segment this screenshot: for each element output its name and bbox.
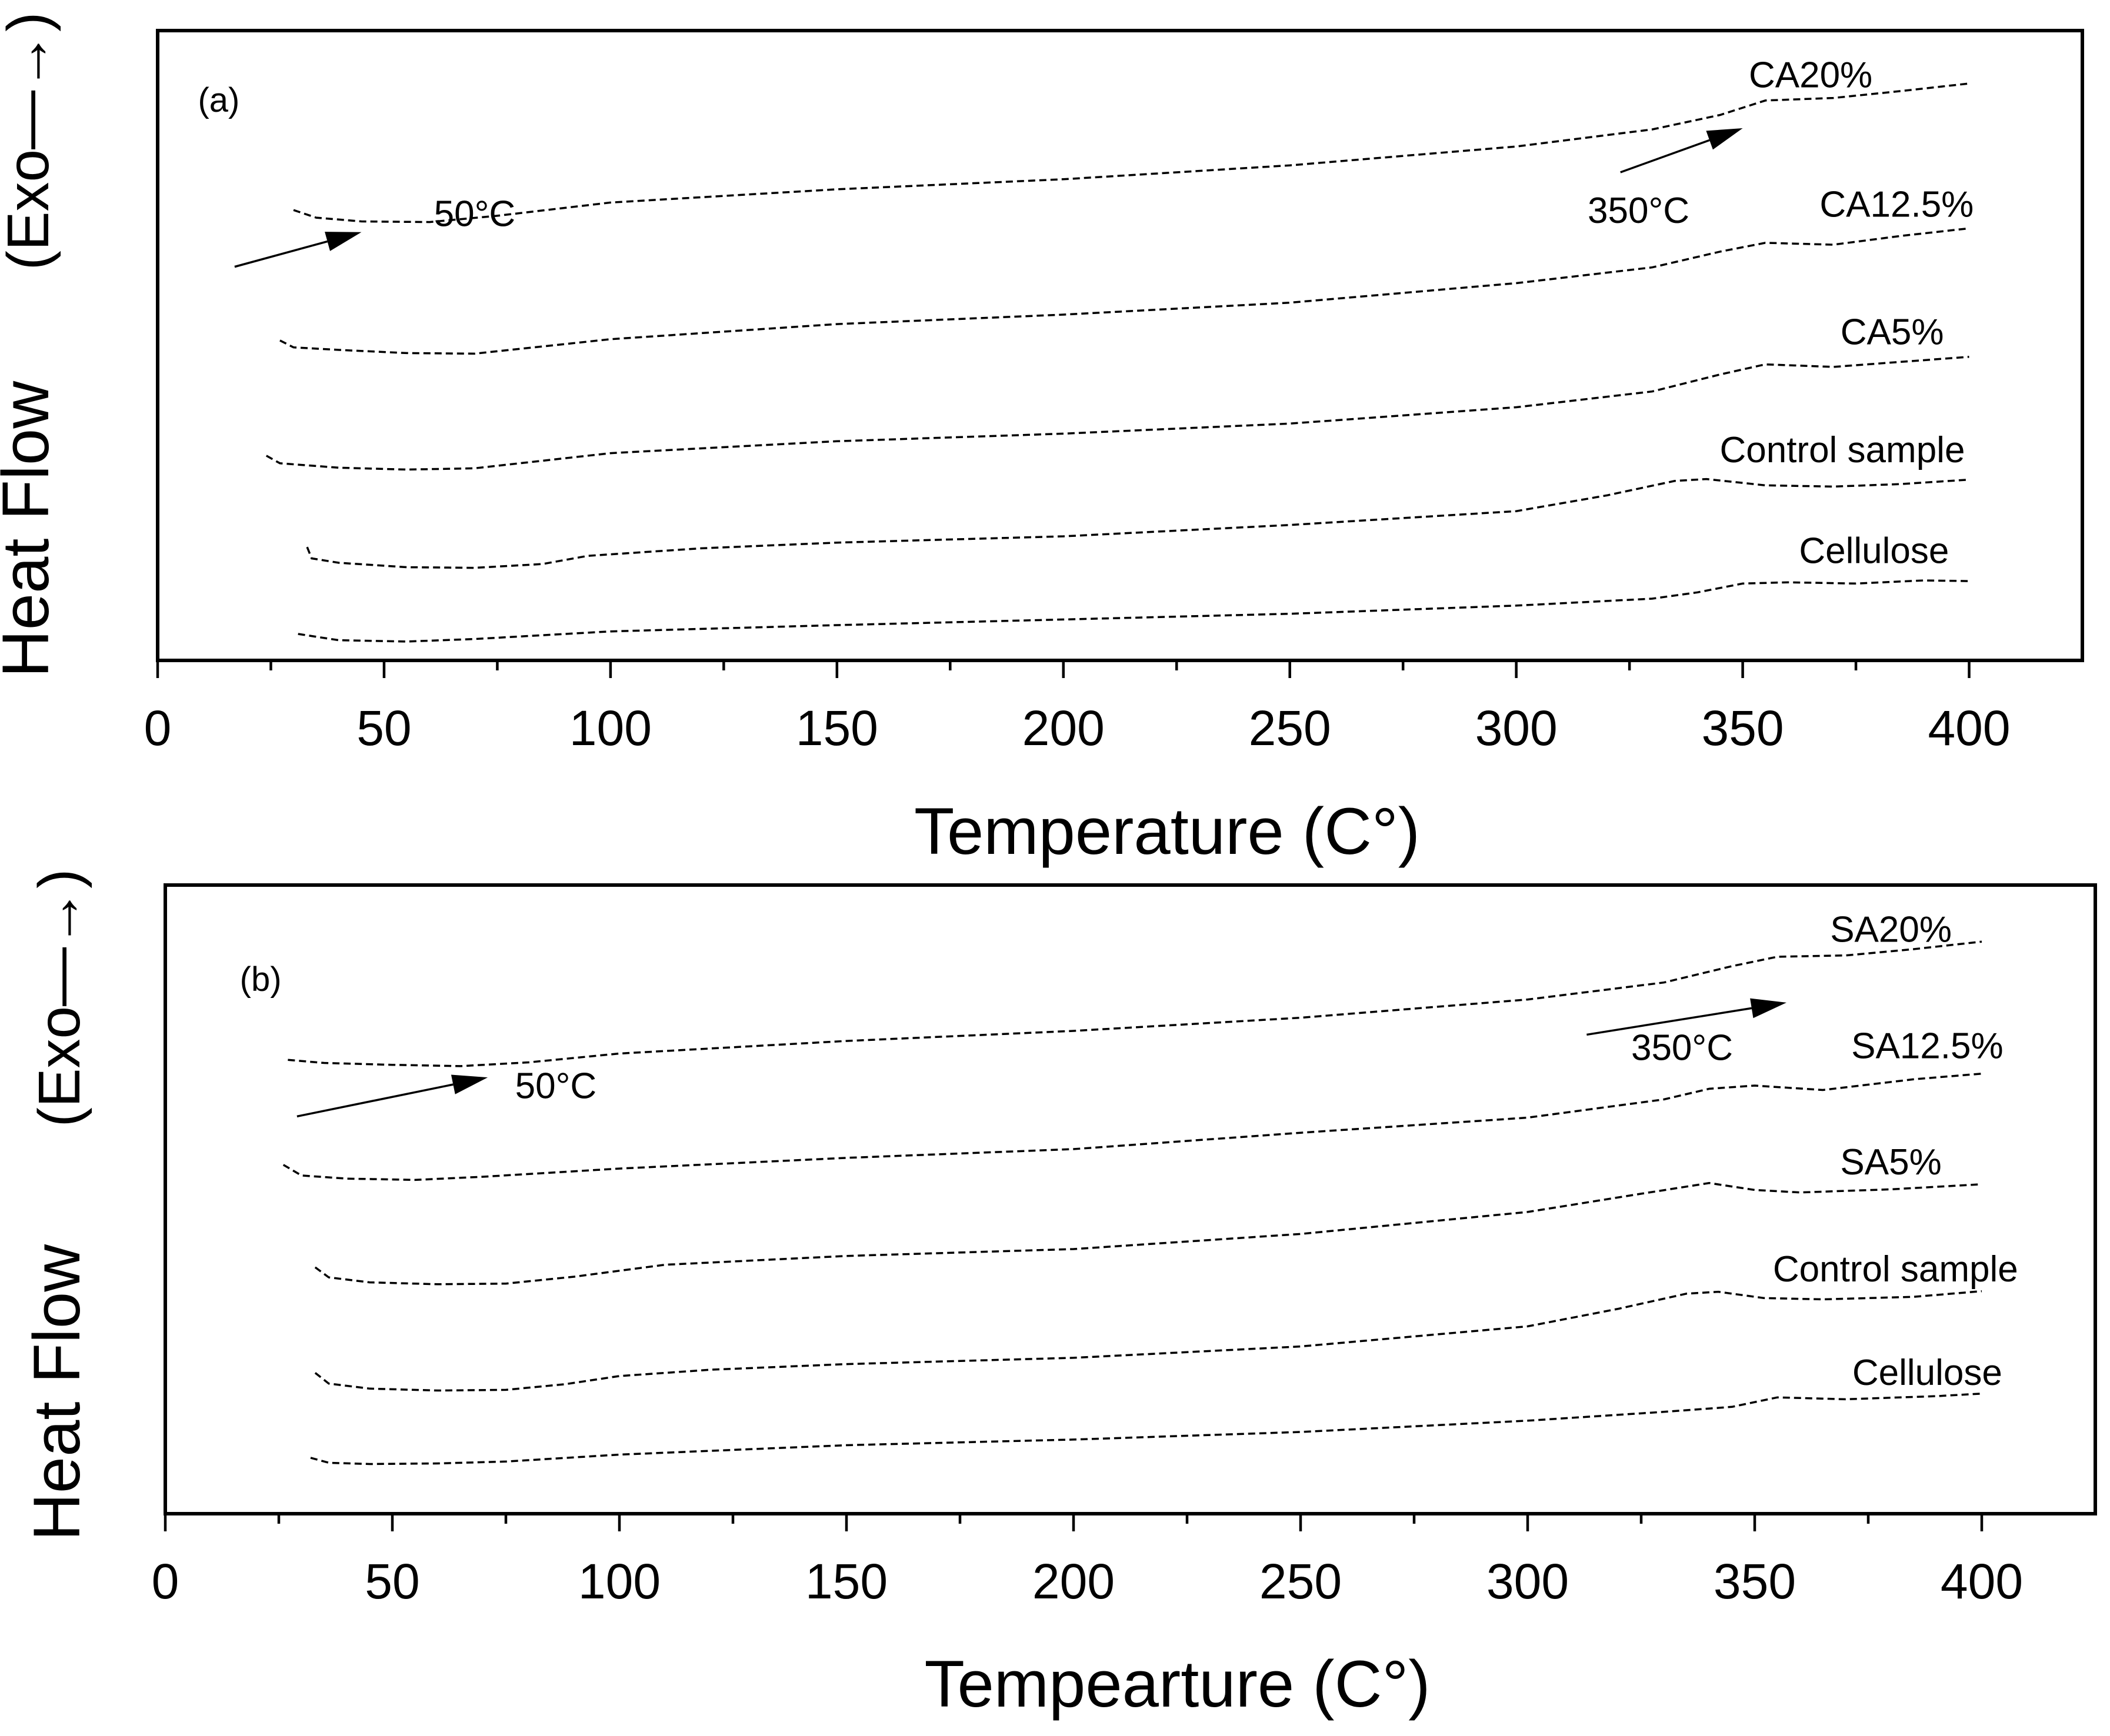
annotation-label: 50°C [434, 193, 516, 234]
x-tick-label: 300 [1486, 1554, 1569, 1609]
series-line [288, 940, 1982, 1067]
annotation-arrow [234, 240, 328, 268]
x-tick-label: 50 [356, 700, 411, 756]
annotation-arrow [1620, 139, 1710, 173]
annotation-arrow [296, 1083, 454, 1118]
series-label: SA12.5% [1851, 1026, 2004, 1066]
annotation-arrowhead [325, 232, 362, 251]
series-label: SA5% [1840, 1142, 1941, 1183]
panel-label: (a) [198, 81, 239, 119]
x-tick-label: 0 [152, 1554, 179, 1609]
x-tick-label: 150 [805, 1554, 888, 1609]
annotation-label: 350°C [1588, 191, 1689, 231]
plot-frame [164, 883, 2097, 1515]
panel-a: 0 50 100 150 200 250 300 350 400 Temperature (C°)… [0, 12, 2084, 868]
series-line [310, 1393, 1982, 1465]
y-axis-title: Heat Flow [20, 1244, 94, 1541]
y-axis-exo-label: (Exo—→) [0, 12, 61, 271]
series-label: Control sample [1773, 1249, 2018, 1290]
series-label: Control sample [1719, 430, 1965, 470]
series-label: CA12.5% [1819, 184, 1974, 225]
x-tick-label: 250 [1259, 1554, 1342, 1609]
annotation-arrowhead [451, 1074, 488, 1094]
y-axis-exo-label: (Exo—→) [26, 869, 92, 1127]
x-tick-label: 350 [1714, 1554, 1796, 1609]
x-tick-label: 0 [144, 700, 172, 756]
annotation-arrow [1586, 1007, 1752, 1036]
x-axis-title: Temperature (C°) [914, 794, 1420, 868]
panel-b: 0 50 100 150 200 250 300 350 400 Tempearture (C°)… [20, 869, 2097, 1721]
series-label: SA20% [1830, 910, 1952, 950]
series-line [314, 1290, 1982, 1392]
x-tick-label: 250 [1249, 700, 1331, 756]
x-tick-label: 100 [578, 1554, 661, 1609]
series-line [314, 1181, 1982, 1286]
annotation-label: 350°C [1631, 1028, 1733, 1069]
x-tick-label: 100 [569, 700, 652, 756]
x-tick-label: 50 [365, 1554, 419, 1609]
annotation-arrowhead [1706, 128, 1743, 150]
x-tick-label: 200 [1022, 700, 1105, 756]
x-tick-label: 300 [1475, 700, 1558, 756]
series-line [293, 82, 1969, 223]
panel-label: (b) [240, 960, 282, 999]
y-axis-title: Heat Flow [0, 380, 62, 677]
x-tick-label: 150 [796, 700, 878, 756]
x-axis-title: Tempearture (C°) [924, 1647, 1430, 1721]
plot-frame [156, 29, 2084, 662]
x-tick-label: 400 [1941, 1554, 2023, 1609]
series-line [298, 579, 1969, 643]
series-label: Cellulose [1852, 1353, 2002, 1393]
series-label: Cellulose [1799, 530, 1949, 571]
series-label: CA5% [1841, 312, 1944, 353]
x-tick-label: 200 [1032, 1554, 1115, 1609]
series-line [265, 356, 1969, 471]
series-line [282, 1072, 1982, 1181]
annotation-arrowhead [1750, 998, 1787, 1019]
series-line [306, 478, 1969, 569]
series-label: CA20% [1749, 55, 1872, 96]
x-tick-label: 350 [1702, 700, 1784, 756]
annotation-label: 50°C [515, 1066, 597, 1107]
x-tick-label: 400 [1928, 700, 2010, 756]
series-line [279, 227, 1969, 355]
